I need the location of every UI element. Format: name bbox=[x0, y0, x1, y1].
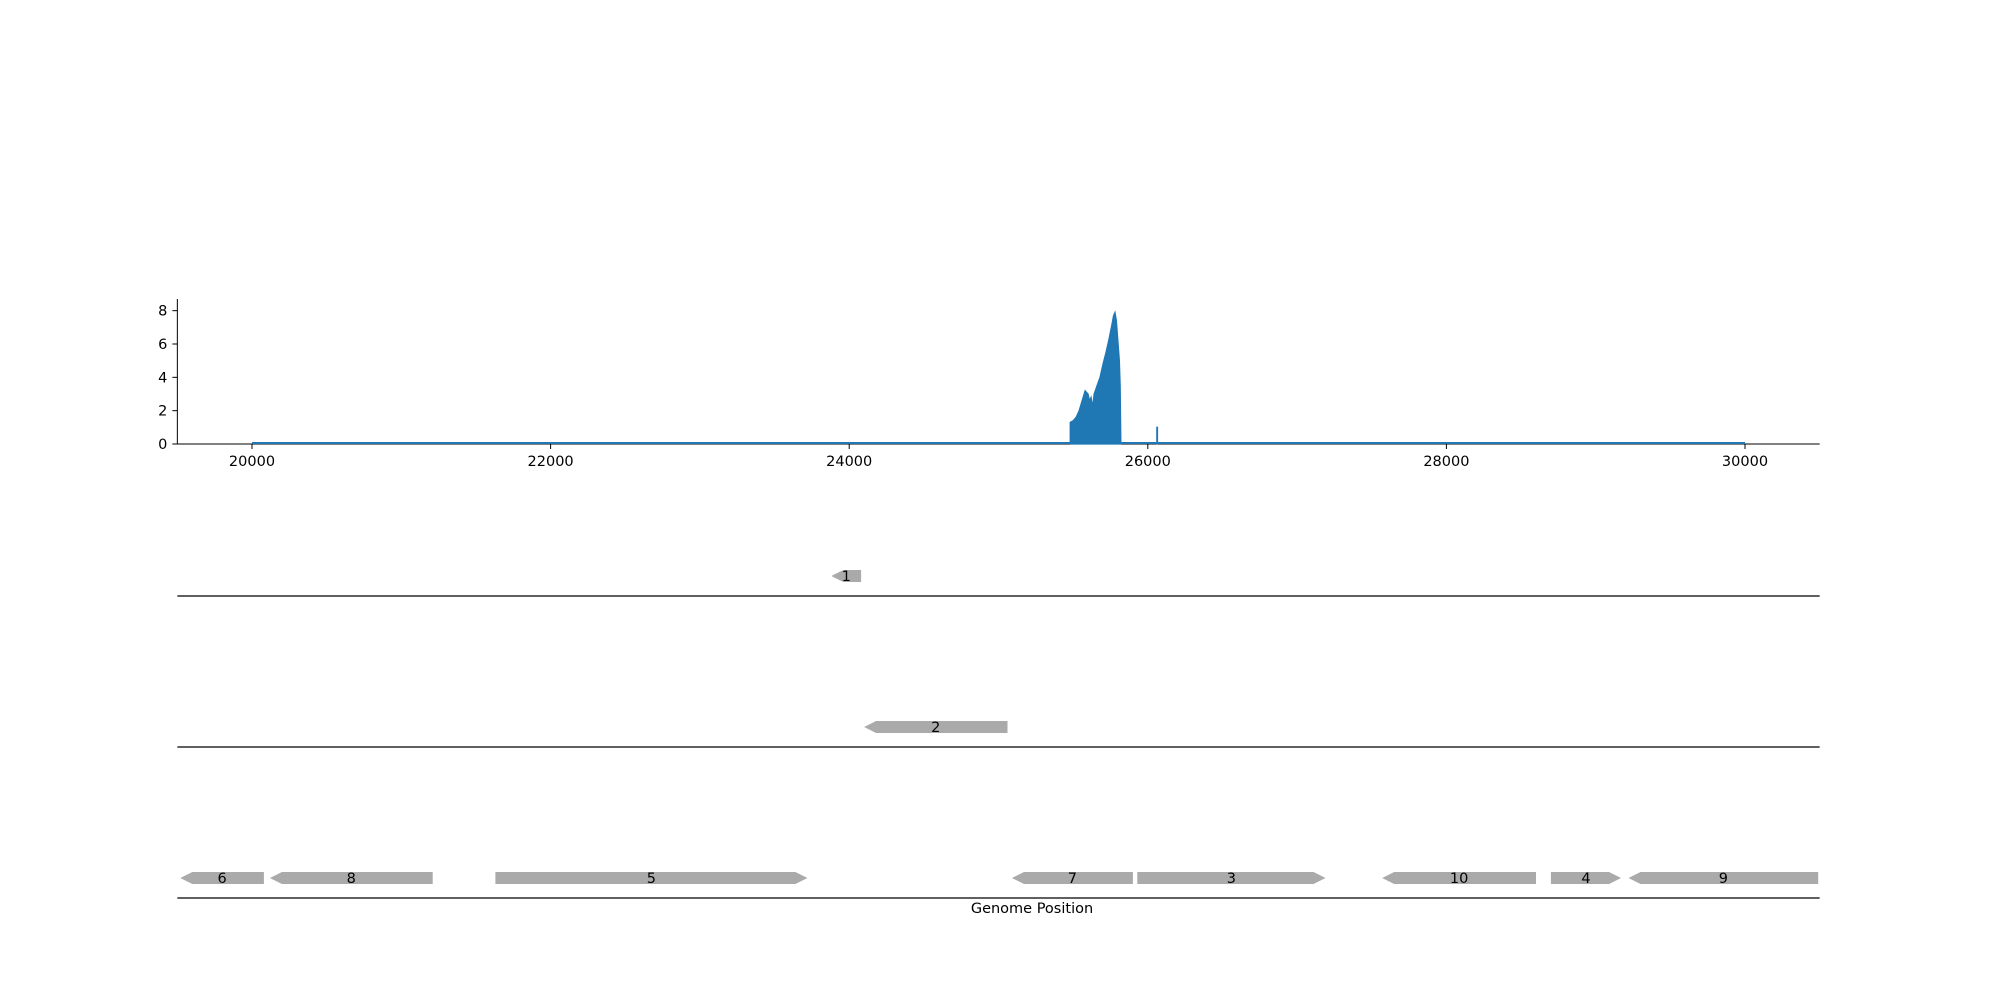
gene-label-2: 2 bbox=[931, 720, 940, 736]
gene-label-9: 9 bbox=[1719, 871, 1728, 887]
gene-label-6: 6 bbox=[217, 871, 226, 887]
gene-label-5: 5 bbox=[647, 871, 656, 887]
y-tick-label: 4 bbox=[158, 370, 167, 386]
gene-label-3: 3 bbox=[1227, 871, 1236, 887]
x-tick-label: 28000 bbox=[1423, 454, 1469, 470]
gene-arrow-1 bbox=[831, 570, 862, 582]
gene-label-8: 8 bbox=[347, 871, 356, 887]
x-tick-label: 20000 bbox=[229, 454, 275, 470]
coverage-area-2 bbox=[1156, 426, 1159, 445]
coverage-plot: 0 2 4 6 8 20000 22000 24000 26000 28000 30000 bbox=[158, 299, 1820, 470]
x-tick-label: 26000 bbox=[1125, 454, 1171, 470]
y-tick-label: 6 bbox=[158, 337, 167, 353]
x-tick-label: 24000 bbox=[826, 454, 872, 470]
gene-tracks: 1 2 6 8 5 7 3 10 4 9 bbox=[177, 569, 1820, 899]
y-tick-label: 2 bbox=[158, 404, 167, 420]
y-tick-label: 8 bbox=[158, 304, 167, 320]
gene-arrow-10 bbox=[1382, 872, 1536, 884]
gene-arrow-8 bbox=[269, 872, 433, 884]
gene-label-1: 1 bbox=[842, 569, 851, 585]
gene-label-4: 4 bbox=[1581, 871, 1590, 887]
gene-label-10: 10 bbox=[1450, 871, 1468, 887]
gene-arrow-9 bbox=[1628, 872, 1819, 884]
x-tick-label: 30000 bbox=[1722, 454, 1768, 470]
x-tick-label: 22000 bbox=[528, 454, 574, 470]
coverage-area-1 bbox=[1069, 310, 1122, 445]
genome-position-xlabel: Genome Position bbox=[971, 901, 1093, 917]
gene-arrow-2 bbox=[864, 721, 1008, 733]
y-tick-label: 0 bbox=[158, 437, 167, 453]
gene-arrow-7 bbox=[1011, 872, 1133, 884]
gene-label-7: 7 bbox=[1068, 871, 1077, 887]
gene-arrow-4 bbox=[1550, 872, 1622, 884]
gene-arrow-3 bbox=[1137, 872, 1326, 884]
gene-arrow-5 bbox=[495, 872, 808, 884]
gene-arrow-6 bbox=[180, 872, 264, 884]
